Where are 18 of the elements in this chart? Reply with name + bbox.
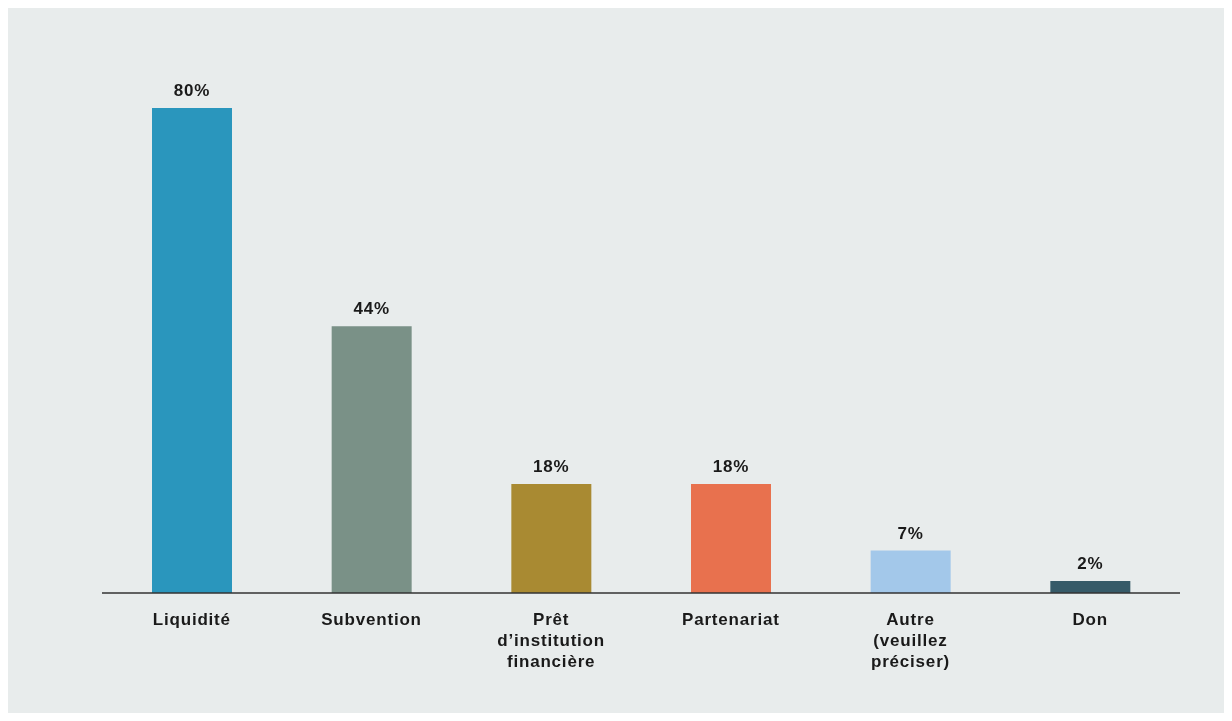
bar xyxy=(511,483,592,593)
data-label: 2% xyxy=(1077,553,1104,573)
bar xyxy=(331,326,412,593)
x-tick-label: Liquidité xyxy=(152,610,231,629)
x-tick-label: Prêt d’institution financière xyxy=(497,610,605,671)
data-label: 80% xyxy=(173,81,211,100)
bar xyxy=(691,483,771,593)
bar xyxy=(870,550,951,593)
bar xyxy=(152,108,232,593)
x-tick-label: Partenariat xyxy=(682,610,780,629)
data-label: 44% xyxy=(353,299,390,319)
x-tick-label: Subvention xyxy=(321,610,422,629)
x-tick-label: Don xyxy=(1072,610,1108,629)
data-label: 7% xyxy=(897,523,924,543)
data-label: 18% xyxy=(712,456,750,476)
x-tick-label: Autre (veuillez préciser) xyxy=(870,610,951,671)
data-label: 18% xyxy=(533,456,570,476)
bar xyxy=(1050,580,1131,593)
